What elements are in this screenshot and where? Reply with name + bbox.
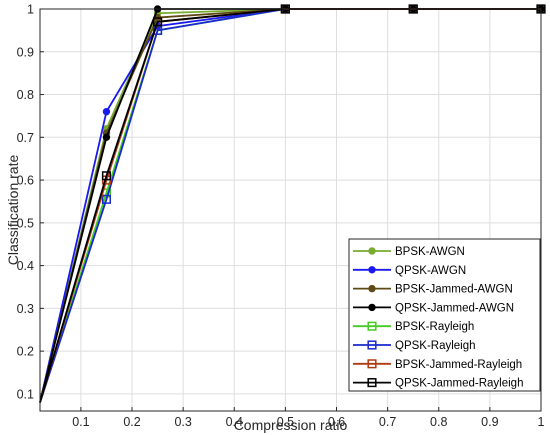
x-tick-label: 0.2 bbox=[123, 415, 140, 429]
y-axis-label: Classification rate bbox=[5, 155, 21, 266]
x-tick-label: 0.6 bbox=[328, 415, 345, 429]
legend-marker bbox=[367, 378, 377, 388]
data-point bbox=[101, 171, 112, 181]
y-tick-label: 0.4 bbox=[17, 259, 34, 273]
x-tick-label: 0.3 bbox=[174, 415, 191, 429]
legend-entry: BPSK-AWGN bbox=[353, 246, 465, 258]
y-tick-label: 0.3 bbox=[17, 302, 34, 316]
legend-label: QPSK-Jammed-AWGN bbox=[395, 302, 514, 314]
x-tick-label: 0.4 bbox=[226, 415, 243, 429]
x-tick-label: 0.8 bbox=[430, 415, 447, 429]
legend-label: QPSK-AWGN bbox=[395, 265, 466, 277]
legend-entry: QPSK-Rayleigh bbox=[353, 340, 476, 352]
legend-entry: BPSK-Rayleigh bbox=[353, 321, 474, 333]
y-tick-label: 0.2 bbox=[17, 345, 34, 359]
legend-entry: QPSK-Jammed-Rayleigh bbox=[353, 378, 523, 390]
legend-marker bbox=[368, 247, 376, 255]
data-point bbox=[101, 194, 112, 204]
legend-entry: QPSK-Jammed-AWGN bbox=[353, 302, 514, 314]
y-tick-label: 0.9 bbox=[17, 45, 34, 59]
y-tick-label: 0.5 bbox=[17, 216, 34, 230]
x-axis-label: Compression ratio bbox=[234, 417, 348, 433]
legend-entry: BPSK-Jammed-Rayleigh bbox=[353, 359, 522, 371]
legend-marker bbox=[367, 321, 377, 331]
legend-entry: BPSK-Jammed-AWGN bbox=[353, 284, 513, 296]
axis-ticks: 0.1 0.2 0.3 0.4 0.5 0.6 0.7 0.8 0.9 1 0.1 0.2 0.3 0.4… bbox=[17, 3, 545, 430]
legend-marker bbox=[368, 303, 376, 312]
legend-label: BPSK-AWGN bbox=[395, 246, 465, 258]
data-point bbox=[102, 133, 111, 141]
y-tick-label: 1 bbox=[27, 3, 34, 17]
legend-label: BPSK-Jammed-Rayleigh bbox=[395, 359, 522, 371]
y-tick-label: 0.6 bbox=[17, 174, 34, 188]
legend-label: QPSK-Jammed-Rayleigh bbox=[395, 378, 523, 390]
x-tick-label: 0.5 bbox=[277, 415, 294, 429]
legend-entry: QPSK-AWGN bbox=[353, 265, 466, 277]
y-tick-label: 0.1 bbox=[17, 387, 34, 401]
y-tick-label: 0.8 bbox=[17, 88, 34, 102]
data-point bbox=[102, 107, 111, 116]
data-point bbox=[153, 25, 163, 35]
legend-label: BPSK-Rayleigh bbox=[395, 321, 474, 333]
legend-label: BPSK-Jammed-AWGN bbox=[395, 284, 513, 296]
x-tick-label: 0.1 bbox=[72, 415, 89, 429]
legend-box bbox=[348, 238, 541, 392]
legend-label: QPSK-Rayleigh bbox=[395, 340, 476, 352]
y-tick-label: 0.7 bbox=[17, 131, 34, 145]
legend-marker bbox=[368, 266, 376, 274]
plot-frame bbox=[39, 8, 542, 412]
data-point bbox=[153, 17, 163, 27]
legend: BPSK-AWGN QPSK-AWGN BPSK-Jammed-AWGN QPSK-J… bbox=[348, 238, 541, 392]
legend-marker bbox=[367, 340, 377, 350]
legend-marker bbox=[368, 284, 376, 293]
legend-marker bbox=[367, 359, 377, 369]
x-tick-label: 0.7 bbox=[379, 415, 396, 429]
x-tick-label: 1 bbox=[538, 415, 545, 429]
x-tick-label: 0.9 bbox=[481, 415, 498, 429]
